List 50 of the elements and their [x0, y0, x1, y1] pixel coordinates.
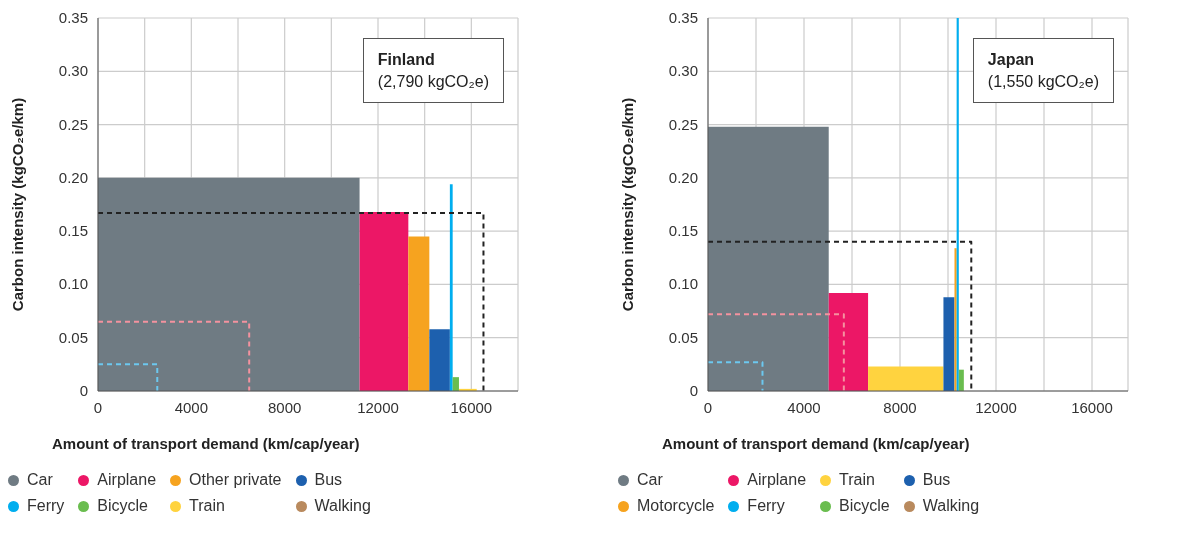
text: (2,790 kgCO₂e)	[377, 71, 489, 92]
x-tick-label: 0	[93, 399, 103, 416]
y-tick-label: 0.10	[58, 275, 88, 293]
legend-label: Bus	[314, 471, 343, 489]
y-tick-label: 0	[79, 382, 88, 399]
y-axis-title: Carbon intensity (kgCO₂e/km)	[9, 97, 27, 312]
x-tick-label: 12000	[357, 399, 399, 416]
legend-label: Train	[189, 497, 225, 515]
y-tick-label: 0.05	[58, 328, 88, 346]
legend-label: Ferry	[27, 497, 65, 515]
legend-label: Car	[27, 471, 53, 489]
y-tick-label: 0	[689, 382, 698, 399]
x-tick-label: 4000	[787, 399, 821, 416]
x-tick-label: 16000	[450, 399, 493, 416]
text: (1,550 kgCO₂e)	[987, 71, 1099, 92]
y-tick-label: 0.05	[668, 328, 698, 346]
legend-label: Walking	[922, 497, 980, 515]
y-tick-label: 0.15	[58, 222, 88, 240]
x-tick-label: 8000	[883, 399, 917, 416]
y-tick-label: 0.35	[58, 9, 88, 26]
text: Japan	[987, 50, 1036, 70]
y-tick-label: 0.25	[58, 115, 88, 133]
legend-label: Bicycle	[97, 497, 149, 515]
y-axis-title: Carbon intensity (kgCO₂e/km)	[619, 97, 637, 312]
text: Finland	[377, 50, 436, 70]
x-axis-title: Amount of transport demand (km/cap/year)	[662, 435, 970, 452]
legend-label: Bus	[922, 471, 951, 489]
legend-label: Walking	[314, 497, 371, 515]
y-tick-label: 0.20	[668, 168, 698, 186]
x-tick-label: 16000	[1071, 399, 1113, 416]
legend-label: Bicycle	[839, 497, 890, 515]
legend-label: Airplane	[747, 471, 807, 489]
y-tick-label: 0.20	[58, 168, 88, 186]
x-tick-label: 4000	[174, 399, 209, 416]
x-axis-title: Amount of transport demand (km/cap/year)	[52, 435, 360, 452]
y-tick-label: 0.15	[668, 222, 698, 240]
legend-label: Airplane	[97, 471, 157, 489]
x-tick-label: 8000	[267, 399, 302, 416]
y-tick-label: 0.30	[668, 62, 698, 80]
legend-label: Train	[839, 471, 875, 489]
y-tick-label: 0.30	[58, 62, 88, 80]
legend-label: Ferry	[747, 497, 785, 515]
x-tick-label: 0	[703, 399, 713, 416]
y-tick-label: 0.35	[668, 9, 698, 26]
legend-label: Car	[637, 471, 663, 489]
y-tick-label: 0.25	[668, 115, 698, 133]
y-tick-label: 0.10	[668, 275, 698, 293]
legend-label: Motorcycle	[637, 497, 715, 515]
x-tick-label: 12000	[975, 399, 1017, 416]
legend-label: Other private	[189, 471, 282, 489]
